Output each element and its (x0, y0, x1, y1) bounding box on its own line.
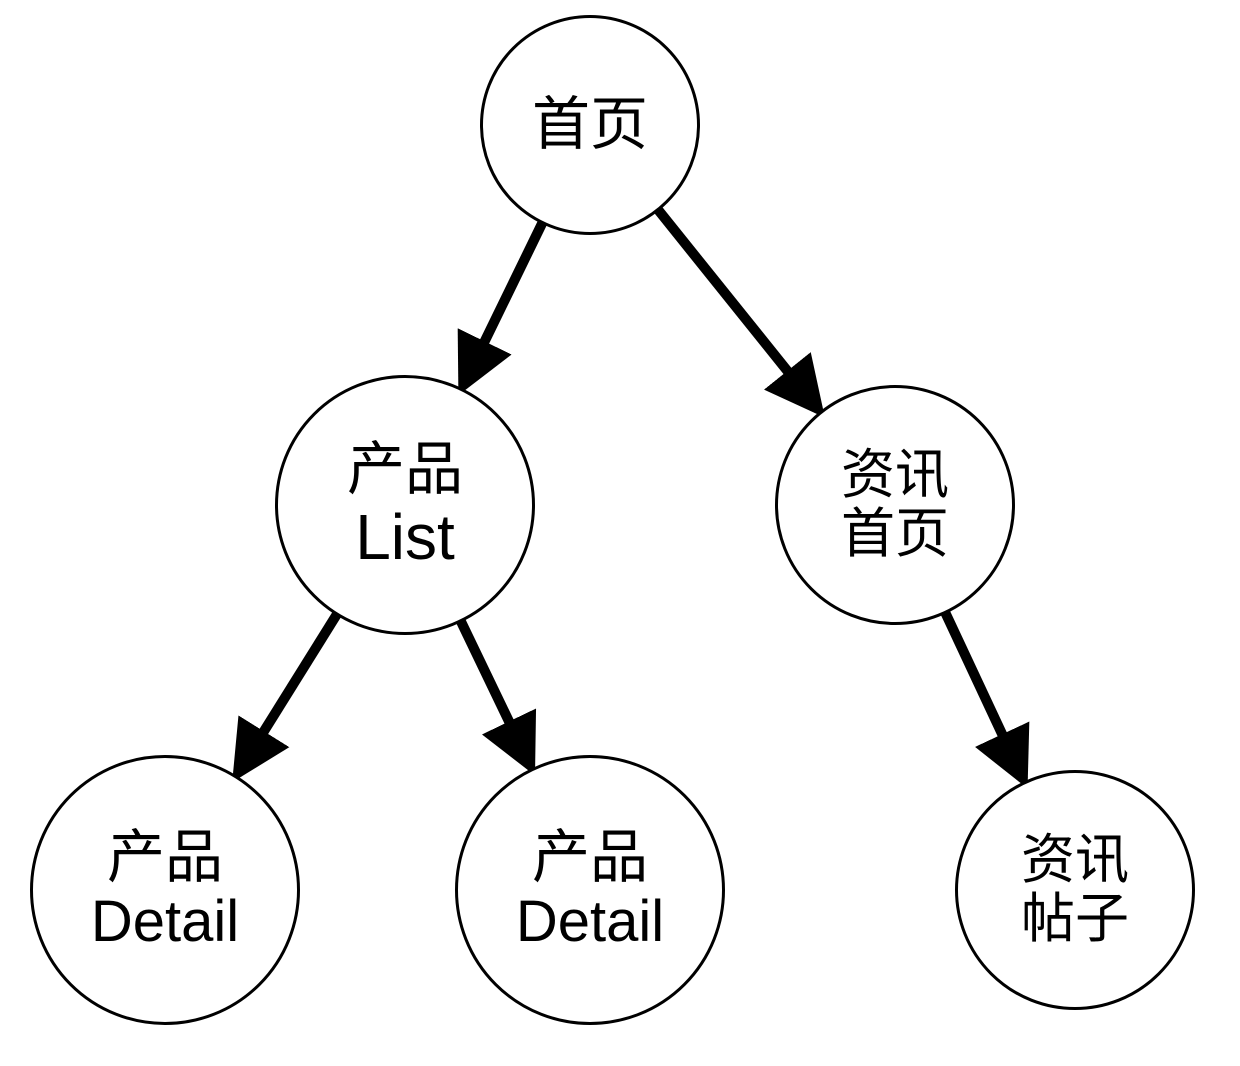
node-label-line1: 产品 (532, 826, 648, 890)
node-label-line2: 首页 (841, 505, 949, 564)
node-label-line2: Detail (91, 890, 239, 954)
node-label-line2: Detail (516, 890, 664, 954)
edge-info-home-to-info-post (942, 606, 1023, 779)
node-product-detail-1: 产品Detail (30, 755, 300, 1025)
edge-product-list-to-product-detail-1 (237, 609, 340, 774)
tree-diagram: 首页产品List资讯首页产品Detail产品Detail资讯帖子 (0, 0, 1240, 1066)
node-label-line2: List (355, 502, 455, 572)
node-info-post: 资讯帖子 (955, 770, 1195, 1010)
node-product-list: 产品List (275, 375, 535, 635)
node-product-detail-2: 产品Detail (455, 755, 725, 1025)
node-label-line1: 产品 (347, 438, 463, 502)
node-label-line1: 产品 (107, 826, 223, 890)
node-label-line1: 资讯 (841, 446, 949, 505)
edge-product-list-to-product-detail-2 (458, 615, 531, 767)
node-info-home: 资讯首页 (775, 385, 1015, 625)
node-label-line1: 资讯 (1021, 831, 1129, 890)
node-label-line1: 首页 (532, 93, 648, 157)
edge-home-to-info-home (654, 205, 819, 410)
node-home: 首页 (480, 15, 700, 235)
edge-home-to-product-list (463, 217, 546, 387)
node-label-line2: 帖子 (1021, 890, 1129, 949)
